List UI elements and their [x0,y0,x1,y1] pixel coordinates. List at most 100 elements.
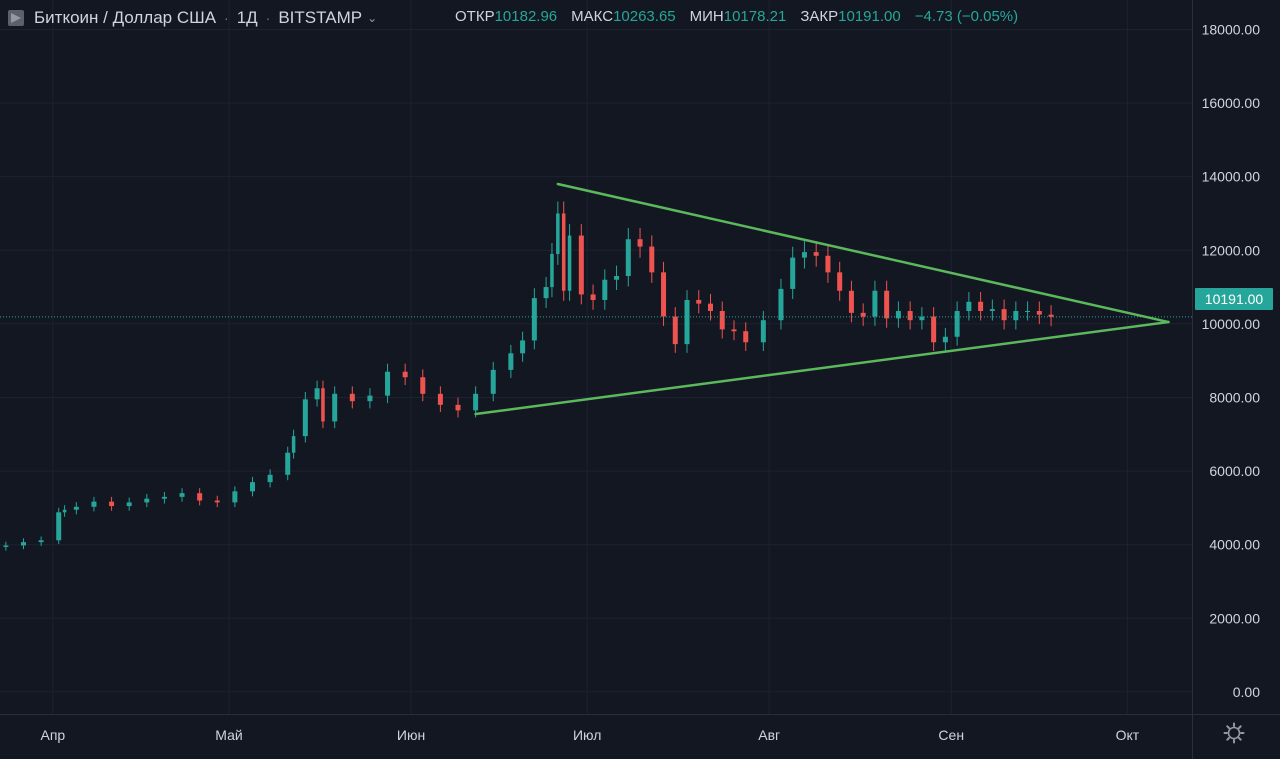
candle-body[interactable] [302,399,308,437]
candle-body[interactable] [1013,310,1019,321]
candle-body[interactable] [20,542,26,546]
candle-body[interactable] [520,340,526,354]
candle-body[interactable] [778,288,784,321]
candle-body[interactable] [978,301,984,311]
candle-body[interactable] [161,496,167,499]
candle-body[interactable] [543,287,549,299]
candle-body[interactable] [1001,309,1007,321]
candle-body[interactable] [790,257,796,289]
low-label: МИН [689,8,724,25]
candle-body[interactable] [966,301,972,311]
candle-body[interactable] [126,502,132,507]
candle-body[interactable] [267,474,273,483]
candle-body[interactable] [531,298,537,341]
upper-trendline[interactable] [556,182,1170,324]
candle-body[interactable] [314,388,320,400]
candle-body[interactable] [813,252,819,256]
candle-body[interactable] [719,310,725,330]
candle-body[interactable] [696,299,702,304]
candle-body[interactable] [1048,314,1054,317]
candle-body[interactable] [550,253,554,288]
candle-body[interactable] [321,388,325,422]
caret-down-icon[interactable]: ⌄ [367,11,378,25]
candle-body[interactable] [907,310,913,321]
candles[interactable] [3,201,1054,551]
lower-trendline[interactable] [474,320,1170,416]
candle-body[interactable] [56,512,62,541]
candle-body[interactable] [332,393,338,422]
candle-body[interactable] [872,290,878,317]
candle-body[interactable] [931,316,937,343]
grid [0,0,1192,714]
candle-body[interactable] [602,279,608,300]
candle-body[interactable] [708,303,714,311]
candle-body[interactable] [567,235,572,291]
candle-body[interactable] [556,213,560,254]
candle-body[interactable] [625,239,631,277]
candle-body[interactable] [578,235,584,295]
candle-body[interactable] [349,393,355,402]
candle-body[interactable] [684,299,690,345]
candle-body[interactable] [420,377,426,394]
candle-body[interactable] [942,336,948,343]
candle-body[interactable] [837,272,843,291]
candle-body[interactable] [490,369,496,394]
candle-body[interactable] [637,239,643,247]
candle-body[interactable] [801,252,807,258]
candle-body[interactable] [291,436,296,453]
candle-body[interactable] [455,404,461,411]
candle-body[interactable] [989,309,995,311]
candle-body[interactable] [825,255,831,273]
candle-body[interactable] [144,498,150,503]
candle-body[interactable] [1025,310,1031,312]
candle-body[interactable] [232,491,238,503]
candle-body[interactable] [109,501,115,507]
exchange-label[interactable]: BITSTAMP [278,8,363,27]
candle-body[interactable] [884,290,890,319]
symbol-name[interactable]: Биткоин / Доллар США [34,8,217,27]
candle-body[interactable] [214,500,220,503]
candle-body[interactable] [848,290,854,313]
candle-body[interactable] [508,353,514,370]
candle-body[interactable] [402,371,408,378]
candle-body[interactable] [473,393,479,411]
candle-body[interactable] [895,310,901,319]
candle-body[interactable] [954,310,960,337]
candle-body[interactable] [285,452,291,475]
candle-body[interactable] [385,371,391,396]
candle-body[interactable] [437,393,443,405]
candle-body[interactable] [649,246,655,273]
time-tick-label: Окт [1116,727,1140,743]
drawings[interactable] [0,182,1192,416]
candle-body[interactable] [38,540,44,543]
change-value: −4.73 (−0.05%) [914,8,1019,25]
symbol-legend[interactable]: Биткоин / Доллар США · 1Д · BITSTAMP ⌄ [8,6,377,30]
candle-body[interactable] [661,272,667,317]
close-label: ЗАКР [800,8,839,25]
candle-body[interactable] [860,312,866,317]
candle-body[interactable] [731,329,737,332]
close-value: 10191.00 [838,8,901,25]
candle-body[interactable] [62,509,67,513]
candle-body[interactable] [743,331,749,343]
candle-body[interactable] [73,506,79,510]
last-price-tag: 10191.00 [1195,288,1273,310]
candle-body[interactable] [179,493,185,497]
candle-body[interactable] [1036,310,1042,315]
candle-body[interactable] [249,482,255,492]
interval-label[interactable]: 1Д [236,8,258,27]
candle-body[interactable] [561,213,566,291]
candle-body[interactable] [614,276,620,280]
candle-body[interactable] [3,545,9,547]
candle-body[interactable] [590,294,596,300]
gear-icon[interactable] [1222,721,1246,745]
candle-body[interactable] [197,493,203,501]
candle-body[interactable] [91,501,97,507]
candle-body[interactable] [672,316,678,345]
candle-body[interactable] [919,316,925,321]
candle-body[interactable] [367,395,373,402]
candle-body[interactable] [760,320,766,343]
